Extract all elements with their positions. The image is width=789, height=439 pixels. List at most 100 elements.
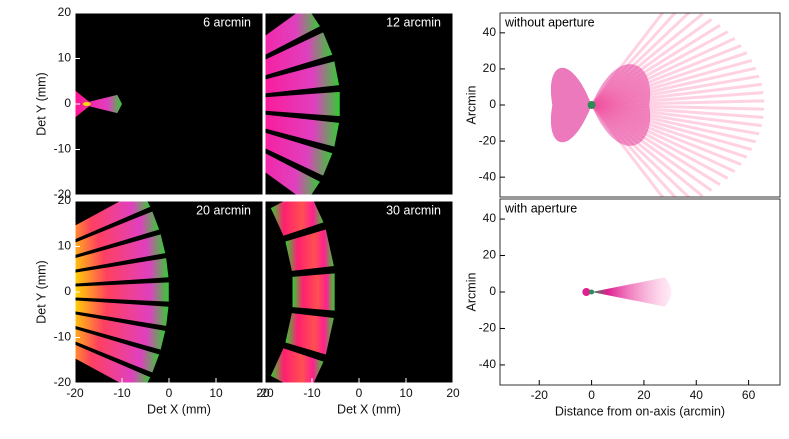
panel [500,13,780,197]
image-wedge [75,314,166,350]
image-ray [590,103,713,192]
y-tick-label: 10 [58,239,72,253]
image-wedge [265,13,320,55]
y-axis-label: Det Y (mm) [34,72,48,135]
panel-annotation: 6 arcmin [203,15,251,29]
panel [265,201,453,383]
image-ray [590,103,704,197]
image-ray [591,91,764,107]
image-ray [591,82,762,107]
x-tick-label: 20 [637,388,651,402]
y-tick-label: -10 [54,142,72,156]
y-tick-label: 0 [64,284,71,298]
y-tick-label: -20 [479,133,497,147]
image-ray [590,13,678,107]
image-wedge [75,328,160,373]
image-wing [591,64,651,146]
image-wedge [285,229,334,271]
panel-background [500,13,780,197]
image-ray [590,24,721,107]
x-tick-label: 40 [690,388,704,402]
x-tick-label: 20 [256,386,270,400]
image-ray [590,103,729,180]
panel-annotation: without aperture [504,15,595,29]
image-wedge [292,273,335,311]
x-tick-label: -20 [256,386,274,400]
y-tick-label: -40 [479,169,497,183]
image-ray [591,66,757,107]
x-tick-label: 10 [209,386,223,400]
image-ray [590,37,736,107]
image-wedge [75,201,151,240]
image-ray [591,103,764,119]
panel-annotation: with aperture [504,201,577,215]
x-tick-label: 20 [446,386,460,400]
image-wedge [265,32,333,76]
image-ray [591,103,753,152]
y-tick-label: 20 [58,193,72,207]
x-axis-label: Det X (mm) [337,402,401,416]
image-wedge [75,234,166,270]
y-tick-label: -20 [54,187,72,201]
image-wing [550,67,592,143]
image-ray [591,58,753,107]
image-blob [75,90,122,118]
y-tick-label: 0 [489,284,496,298]
image-wedge [265,114,340,147]
image-ray [591,74,760,107]
panel-annotation: 12 arcmin [386,15,441,29]
image-wedge [75,258,169,284]
y-axis-label: Arcmin [464,86,478,125]
panel-frame [264,12,454,196]
image-ray [591,99,765,107]
image-wedge [75,300,169,326]
y-tick-label: 20 [58,5,72,19]
image-wedge [265,91,340,117]
panel [500,199,780,385]
x-tick-label: 0 [356,386,363,400]
image-wedge [265,153,320,195]
panel [75,13,263,195]
x-tick-label: -20 [531,388,549,402]
image-ray [591,103,760,136]
y-axis-label: Arcmin [464,273,478,312]
y-tick-label: 40 [483,25,497,39]
panel-annotation: 20 arcmin [196,203,251,217]
image-ray [590,30,729,107]
x-axis-label: Det X (mm) [147,402,211,416]
image-wedge [75,211,160,256]
image-spot [582,288,591,296]
x-axis-label: Distance from on-axis (arcmin) [555,404,725,418]
panel [75,201,263,383]
x-tick-label: -10 [113,386,131,400]
image-ray [590,103,736,173]
image-ray [591,103,762,128]
y-tick-label: 0 [64,96,71,110]
x-tick-label: 10 [399,386,413,400]
image-ray [591,103,757,144]
y-tick-label: 10 [58,51,72,65]
image-wedge [270,201,324,236]
image-wedge [75,344,151,383]
y-tick-label: -40 [479,357,497,371]
x-tick-label: 60 [742,388,756,402]
panel [265,13,453,195]
image-ray [590,13,665,106]
image-wedge [265,61,340,94]
image-ray [591,103,765,111]
image-core [82,102,91,106]
image-ray [590,103,721,186]
image-ray [591,103,742,166]
y-axis-label: Det Y (mm) [34,260,48,323]
x-tick-label: 0 [588,388,595,402]
image-ray [590,104,665,197]
image-ray [591,44,742,107]
image-wedge [265,132,333,176]
y-tick-label: -10 [54,330,72,344]
y-tick-label: 20 [483,61,497,75]
image-ray [590,103,691,197]
y-tick-label: 20 [483,248,497,262]
image-ray [591,51,748,107]
x-tick-label: -10 [303,386,321,400]
